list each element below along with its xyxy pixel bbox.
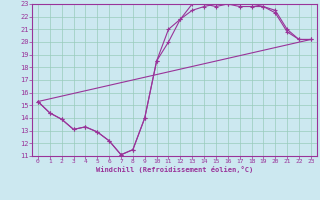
X-axis label: Windchill (Refroidissement éolien,°C): Windchill (Refroidissement éolien,°C) bbox=[96, 166, 253, 173]
